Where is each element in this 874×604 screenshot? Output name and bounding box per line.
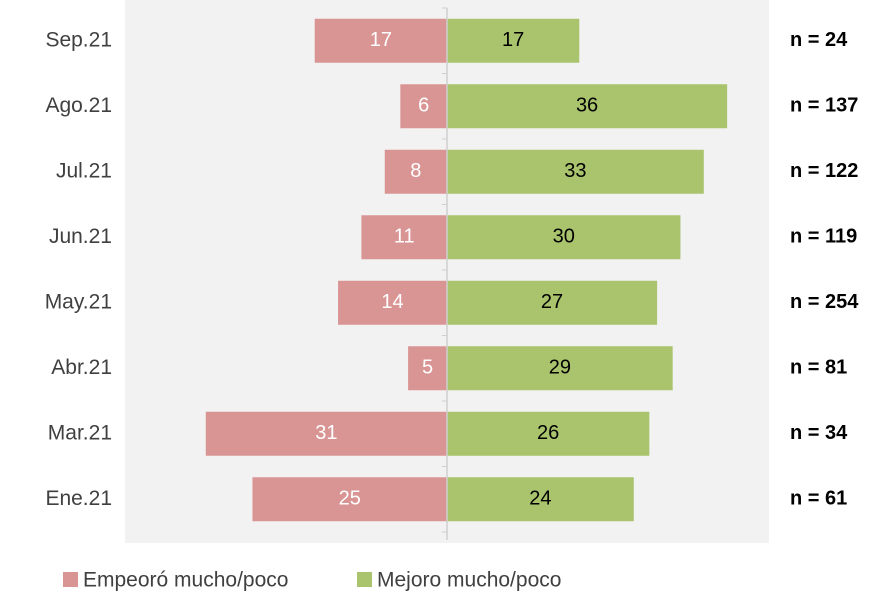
data-label: 30	[553, 226, 575, 248]
legend-swatch	[63, 572, 78, 587]
n-label: n = 61	[790, 488, 847, 510]
data-label: 29	[549, 357, 571, 379]
data-label: 14	[381, 291, 403, 313]
n-label: n = 81	[790, 357, 847, 379]
bar	[314, 18, 447, 63]
data-label: 17	[370, 29, 392, 51]
bar	[361, 215, 447, 260]
category-label: May.21	[45, 290, 112, 313]
n-label: n = 254	[790, 291, 859, 313]
data-label: 11	[394, 226, 415, 248]
bar	[447, 411, 650, 456]
bar	[447, 280, 658, 325]
bar	[252, 477, 447, 522]
data-label: 36	[576, 95, 598, 117]
data-label: 24	[529, 488, 551, 510]
category-label: Jul.21	[56, 159, 112, 182]
n-label: n = 24	[790, 29, 848, 51]
category-label: Abr.21	[51, 356, 112, 379]
bar	[447, 149, 704, 194]
data-label: 5	[422, 357, 433, 379]
bar	[447, 84, 728, 129]
bar	[447, 18, 580, 63]
bar	[384, 149, 447, 194]
bar	[447, 346, 673, 391]
legend-label: Mejoro mucho/poco	[377, 569, 561, 592]
bar	[408, 346, 447, 391]
bar	[205, 411, 447, 456]
n-label: n = 34	[790, 422, 848, 444]
legend-swatch	[357, 572, 372, 587]
data-label: 25	[339, 488, 361, 510]
category-label: Ene.21	[45, 487, 112, 510]
category-label: Mar.21	[48, 421, 112, 444]
legend-label: Empeoró mucho/poco	[83, 569, 288, 592]
n-label: n = 122	[790, 160, 858, 182]
data-label: 8	[410, 160, 421, 182]
category-label: Sep.21	[45, 28, 112, 51]
bar	[338, 280, 447, 325]
data-label: 27	[541, 291, 563, 313]
bar	[447, 477, 634, 522]
n-label: n = 119	[790, 226, 857, 248]
data-label: 17	[502, 29, 524, 51]
category-label: Jun.21	[49, 225, 112, 248]
bar	[400, 84, 447, 129]
bar	[447, 215, 681, 260]
data-label: 31	[315, 422, 337, 444]
data-label: 6	[418, 95, 429, 117]
data-label: 26	[537, 422, 559, 444]
data-label: 33	[564, 160, 586, 182]
category-label: Ago.21	[45, 94, 112, 117]
n-label: n = 137	[790, 95, 858, 117]
